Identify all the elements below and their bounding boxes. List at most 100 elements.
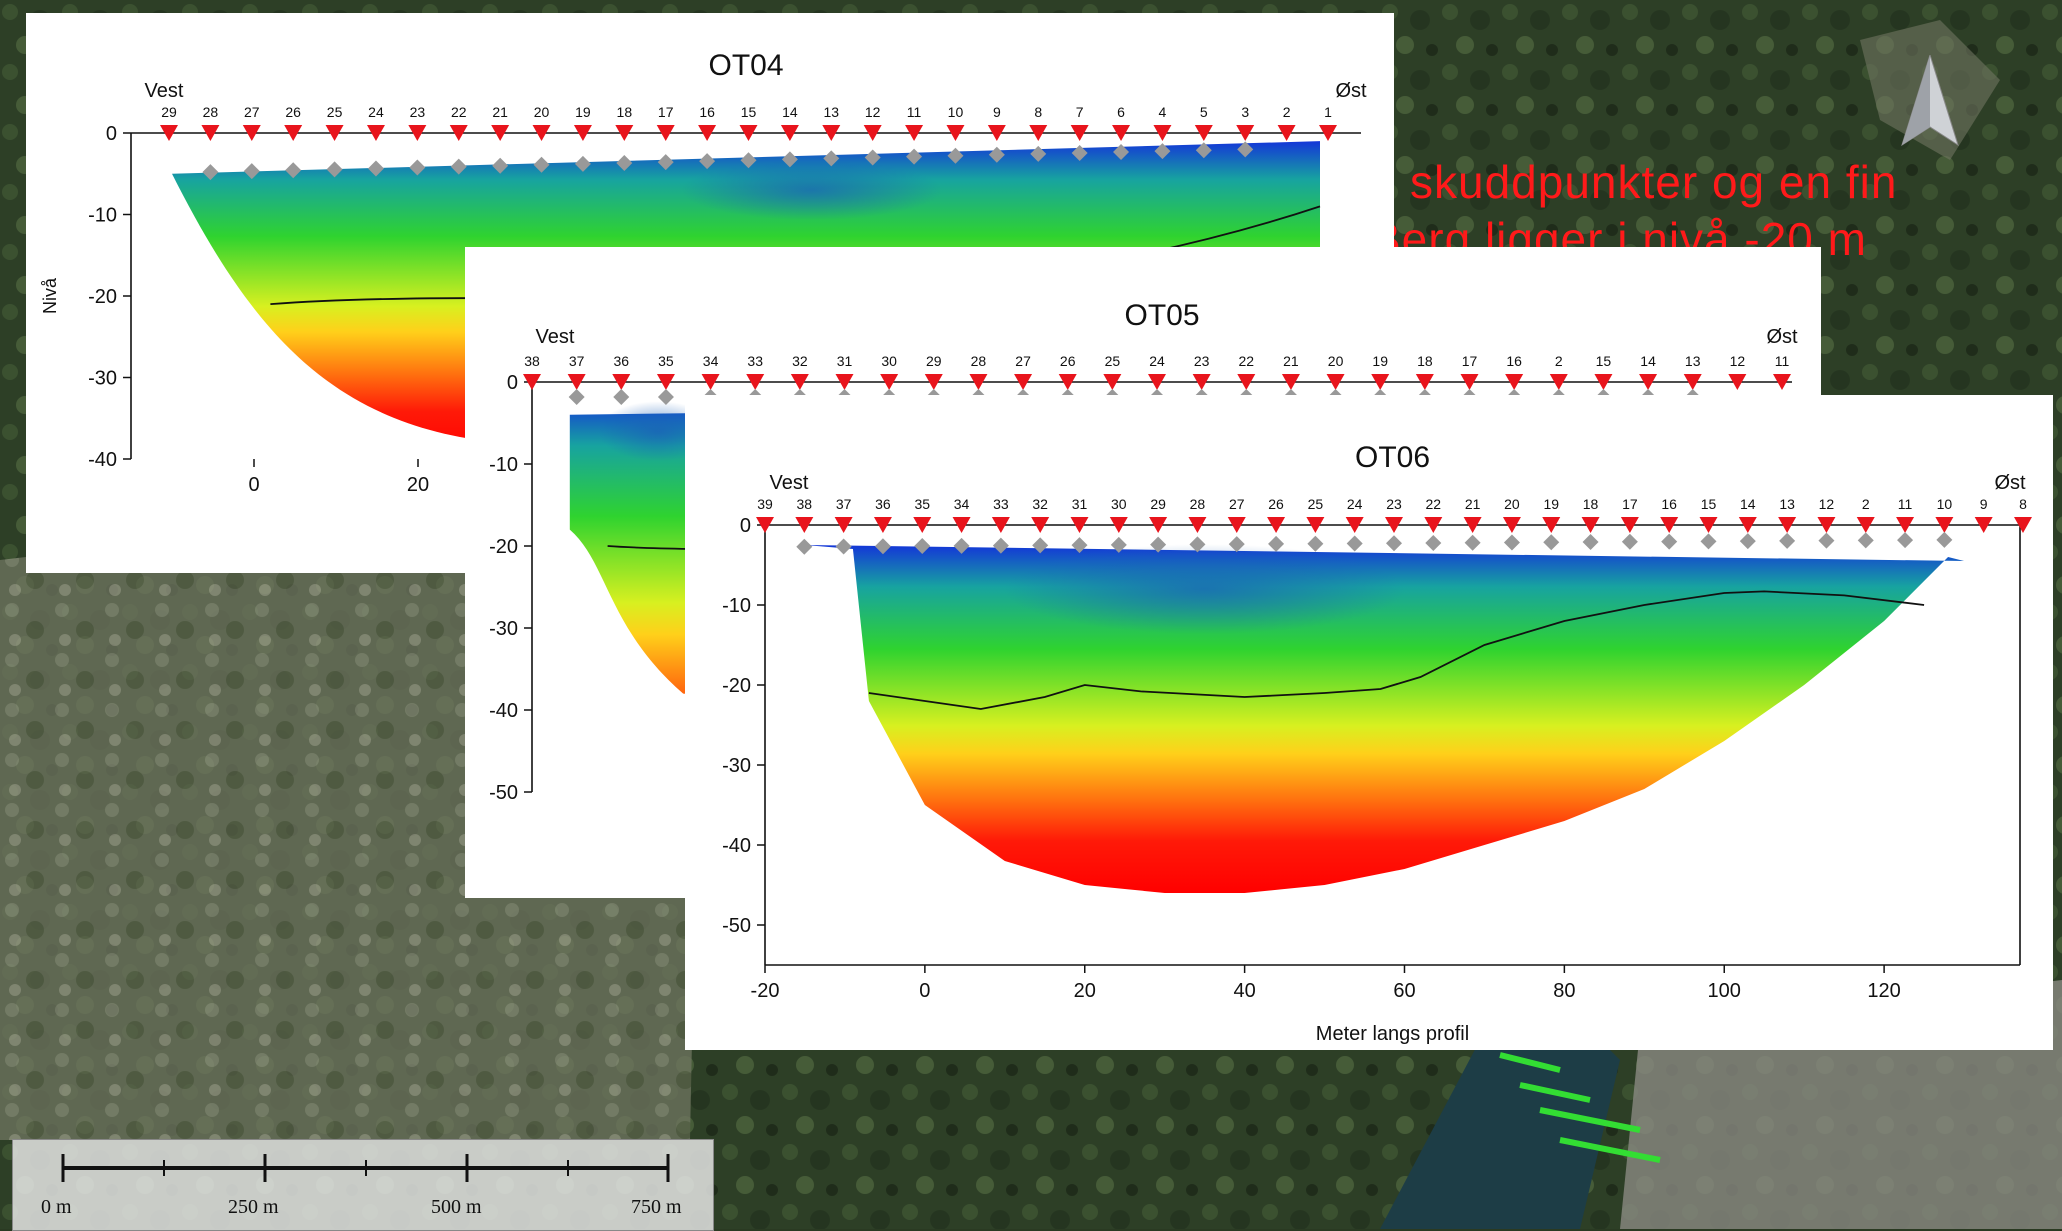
shot-point-label: 22 [1426, 496, 1442, 512]
shot-point-label: 18 [1583, 496, 1599, 512]
geophone-marker [992, 537, 1009, 554]
geophone-marker [1110, 536, 1127, 553]
shot-point-marker [1502, 517, 1521, 533]
shot-point-label: 13 [1779, 496, 1795, 512]
shot-point-marker [1594, 374, 1613, 390]
geophone-marker [874, 538, 891, 555]
y-tick-label: -10 [88, 205, 117, 227]
geophone-marker [906, 148, 923, 165]
geophone-marker [492, 157, 509, 174]
shot-point-marker [1817, 517, 1836, 533]
geophone-marker [616, 154, 633, 171]
shot-point-label: 19 [575, 104, 591, 120]
shot-point-label: 13 [1685, 353, 1701, 369]
ost-label: Øst [1335, 80, 1367, 102]
y-tick-label: 0 [106, 123, 117, 145]
shot-point-label: 12 [1819, 496, 1835, 512]
geophone-marker [1779, 532, 1796, 549]
scale-bar-line [61, 1154, 670, 1182]
shot-point-marker [790, 374, 809, 390]
geophone-marker [864, 149, 881, 166]
shot-point-label: 11 [1775, 353, 1790, 369]
shot-point-label: 20 [1504, 496, 1520, 512]
shot-point-marker [924, 374, 943, 390]
shot-point-label: 10 [1937, 496, 1953, 512]
shot-point-label: 32 [792, 353, 808, 369]
shot-point-label: 21 [1283, 353, 1299, 369]
y-tick-label: -50 [722, 915, 751, 937]
scale-label-500: 500 m [431, 1196, 482, 1218]
scale-label-250: 250 m [228, 1196, 279, 1218]
shot-point-label: 26 [1060, 353, 1076, 369]
shot-point-label: 11 [1898, 496, 1913, 512]
y-tick-label: 0 [740, 515, 751, 537]
shot-point-label: 20 [1328, 353, 1344, 369]
geophone-marker [1464, 534, 1481, 551]
geophone-marker [835, 538, 852, 555]
shot-point-marker [656, 374, 675, 390]
shot-point-label: 21 [492, 104, 508, 120]
shot-point-marker [1149, 517, 1168, 533]
shot-point-label: 24 [1149, 353, 1165, 369]
shot-point-marker [1326, 374, 1345, 390]
shot-point-marker [863, 125, 882, 141]
geophone-marker [1543, 534, 1560, 551]
shot-point-marker [201, 125, 220, 141]
shot-point-label: 16 [1506, 353, 1522, 369]
shot-point-label: 9 [993, 104, 1001, 120]
shot-point-marker [1460, 374, 1479, 390]
x-tick-label: -20 [751, 980, 780, 1002]
shot-point-label: 34 [703, 353, 719, 369]
shot-point-marker [523, 374, 541, 390]
chart-panel-ot06: OT06 Vest Øst 0 -10 -20 -30 -40 -50 -20 0 20 40 60 80 1… [685, 395, 2053, 1050]
geophone-marker [1661, 533, 1678, 550]
geophone-marker [1739, 533, 1756, 550]
shot-point-marker [1896, 517, 1915, 533]
geophone-marker [1071, 144, 1088, 161]
shot-point-label: 29 [1150, 496, 1166, 512]
geophone-marker [947, 147, 964, 164]
shot-point-label: 31 [1072, 496, 1088, 512]
shot-point-marker [1109, 517, 1128, 533]
geophone-marker [202, 164, 219, 181]
chart-title: OT05 [1124, 299, 1199, 332]
y-tick-label: -40 [722, 835, 751, 857]
shot-point-label: 18 [617, 104, 633, 120]
shot-point-marker [1112, 125, 1131, 141]
shot-point-label: 16 [1661, 496, 1677, 512]
shot-point-label: 13 [823, 104, 839, 120]
shot-point-marker [880, 374, 899, 390]
shot-point-label: 38 [524, 353, 540, 369]
y-tick-label: -30 [489, 618, 518, 640]
shot-point-marker [1581, 517, 1600, 533]
geophone-marker [326, 161, 343, 178]
shot-point-marker [242, 125, 261, 141]
shot-point-marker [1188, 517, 1207, 533]
shot-point-marker [1267, 517, 1286, 533]
shot-point-marker [1778, 517, 1797, 533]
shot-point-label: 5 [1200, 104, 1208, 120]
shot-point-marker [656, 125, 675, 141]
geophone-marker [1621, 533, 1638, 550]
shot-point-label: 19 [1372, 353, 1388, 369]
shot-point-marker [1424, 517, 1443, 533]
chart-title: OT06 [1355, 441, 1430, 474]
scale-label-750: 750 m [631, 1196, 682, 1218]
x-tick-label: 80 [1553, 980, 1575, 1002]
shot-point-marker [1620, 517, 1639, 533]
geophone-marker [1237, 141, 1254, 158]
shot-point-marker [160, 125, 178, 141]
shot-point-label: 15 [741, 104, 757, 120]
ost-label: Øst [1766, 326, 1798, 348]
shot-point-marker [1031, 517, 1050, 533]
geophone-marker [1386, 535, 1402, 552]
shot-point-label: 35 [914, 496, 930, 512]
shot-point-marker [1148, 374, 1166, 390]
shot-point-marker [567, 374, 586, 390]
shot-point-label: 9 [1980, 496, 1988, 512]
geophone-marker [1032, 537, 1049, 554]
shot-point-marker [822, 125, 841, 141]
geophone-marker [1228, 536, 1245, 553]
geophone-marker [781, 151, 798, 168]
shot-point-marker [1192, 374, 1211, 390]
